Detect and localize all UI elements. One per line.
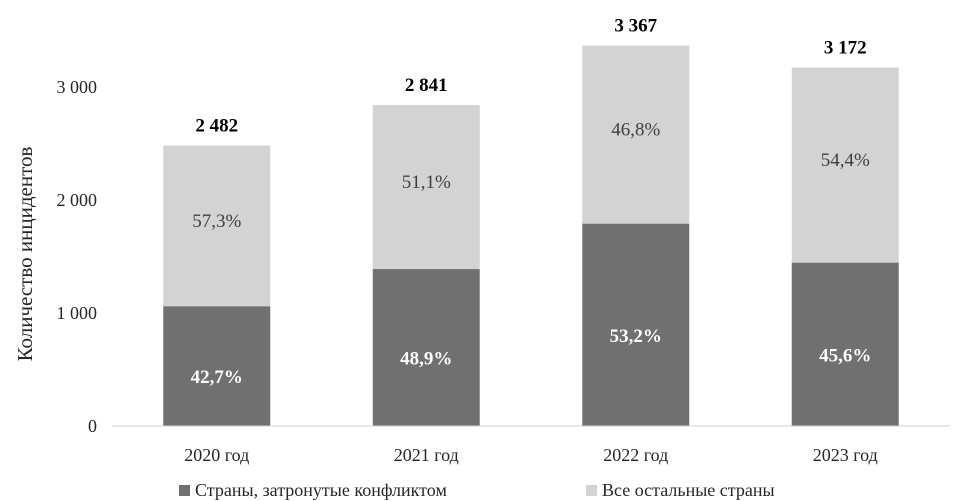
- legend-swatch: [179, 485, 190, 496]
- bar-percent-label: 45,6%: [819, 345, 871, 366]
- bar-total-label: 3 172: [824, 38, 867, 59]
- bar-percent-label: 48,9%: [400, 349, 452, 370]
- bars: 42,7% 57,3% 2 482 48,9% 51,1% 2 841 53,2% 46,8%…: [163, 16, 899, 426]
- legend-swatch: [586, 485, 597, 496]
- y-axis-label: Количество инцидентов: [13, 146, 37, 361]
- x-tick-label: 2021 год: [394, 445, 459, 465]
- bar-percent-label: 53,2%: [610, 326, 662, 347]
- bar-total-label: 3 367: [614, 16, 657, 37]
- bar-percent-label: 46,8%: [611, 120, 660, 141]
- y-tick-label: 1 000: [57, 303, 98, 323]
- legend: Страны, затронутые конфликтом Все остальн…: [179, 480, 775, 500]
- bar-segment: [163, 145, 271, 307]
- bar-segment: [791, 262, 899, 426]
- y-tick-label: 3 000: [57, 77, 98, 97]
- bar-segment: [791, 67, 899, 263]
- legend-label: Страны, затронутые конфликтом: [195, 480, 447, 500]
- bar-percent-label: 51,1%: [402, 172, 451, 193]
- bar-segment: [582, 45, 690, 224]
- bar-percent-label: 42,7%: [191, 367, 243, 388]
- bar-total-label: 2 841: [405, 75, 448, 96]
- x-axis-ticks: 2020 год 2021 год 2022 год 2023 год: [184, 445, 878, 465]
- x-tick-label: 2023 год: [813, 445, 878, 465]
- x-tick-label: 2022 год: [603, 445, 668, 465]
- y-tick-label: 2 000: [57, 190, 98, 210]
- bar-percent-label: 57,3%: [192, 211, 241, 232]
- bar-segment: [582, 223, 690, 426]
- bar-segment: [372, 269, 480, 426]
- legend-label: Все остальные страны: [602, 480, 775, 500]
- bar-segment: [372, 104, 480, 270]
- bar-percent-label: 54,4%: [821, 150, 870, 171]
- y-tick-label: 0: [88, 416, 97, 436]
- y-axis-ticks: 0 1 000 2 000 3 000: [57, 77, 98, 436]
- bar-segment: [163, 306, 271, 426]
- bar-total-label: 2 482: [195, 116, 238, 137]
- x-tick-label: 2020 год: [184, 445, 249, 465]
